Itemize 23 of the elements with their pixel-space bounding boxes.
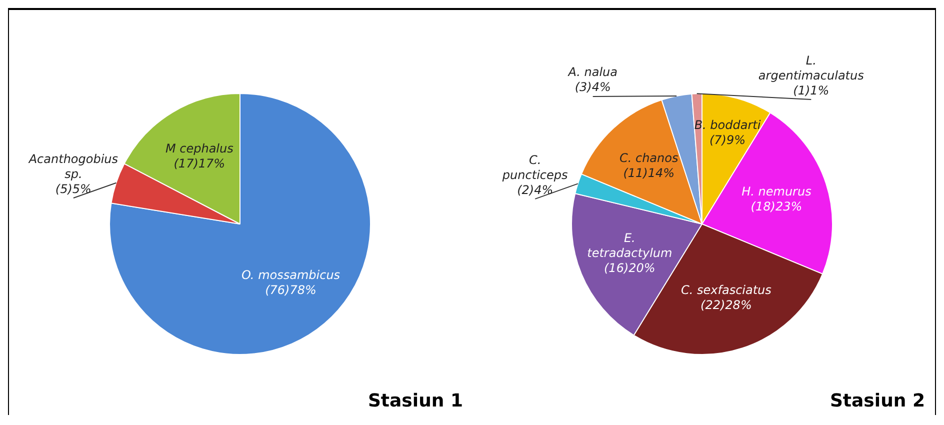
data-label: (76)78% [265,283,316,298]
data-label: (5)5% [55,182,92,196]
data-label: (1)1% [793,84,830,98]
data-label: (16)20% [604,261,656,276]
data-label: (7)9% [709,133,746,148]
slice-label: M cephalus [165,142,234,156]
data-label: (3)4% [574,80,611,94]
slice-label: Acanthogobius sp. [28,152,118,182]
slice-label: C. chanos [619,151,678,166]
slice-label: A. nalua [567,65,618,80]
text: Stasiun 1 [368,390,463,412]
slice-label: E. tetradactylum [587,231,672,260]
data-label: (11)14% [623,166,675,180]
slice-label: O. mossambicus [241,268,340,282]
data-label: (18)23% [750,199,802,214]
slice-label: H. nemurus [742,184,812,198]
data-label: (17)17% [174,156,226,171]
slice-label: C. puncticeps [501,153,568,182]
text: Stasiun 2 [830,390,925,412]
data-label: (22)28% [700,298,752,312]
data-label: (2)4% [517,183,554,198]
slice-label: L. argentimaculatus [758,54,864,83]
slice-label: C. sexfasciatus [680,283,772,298]
